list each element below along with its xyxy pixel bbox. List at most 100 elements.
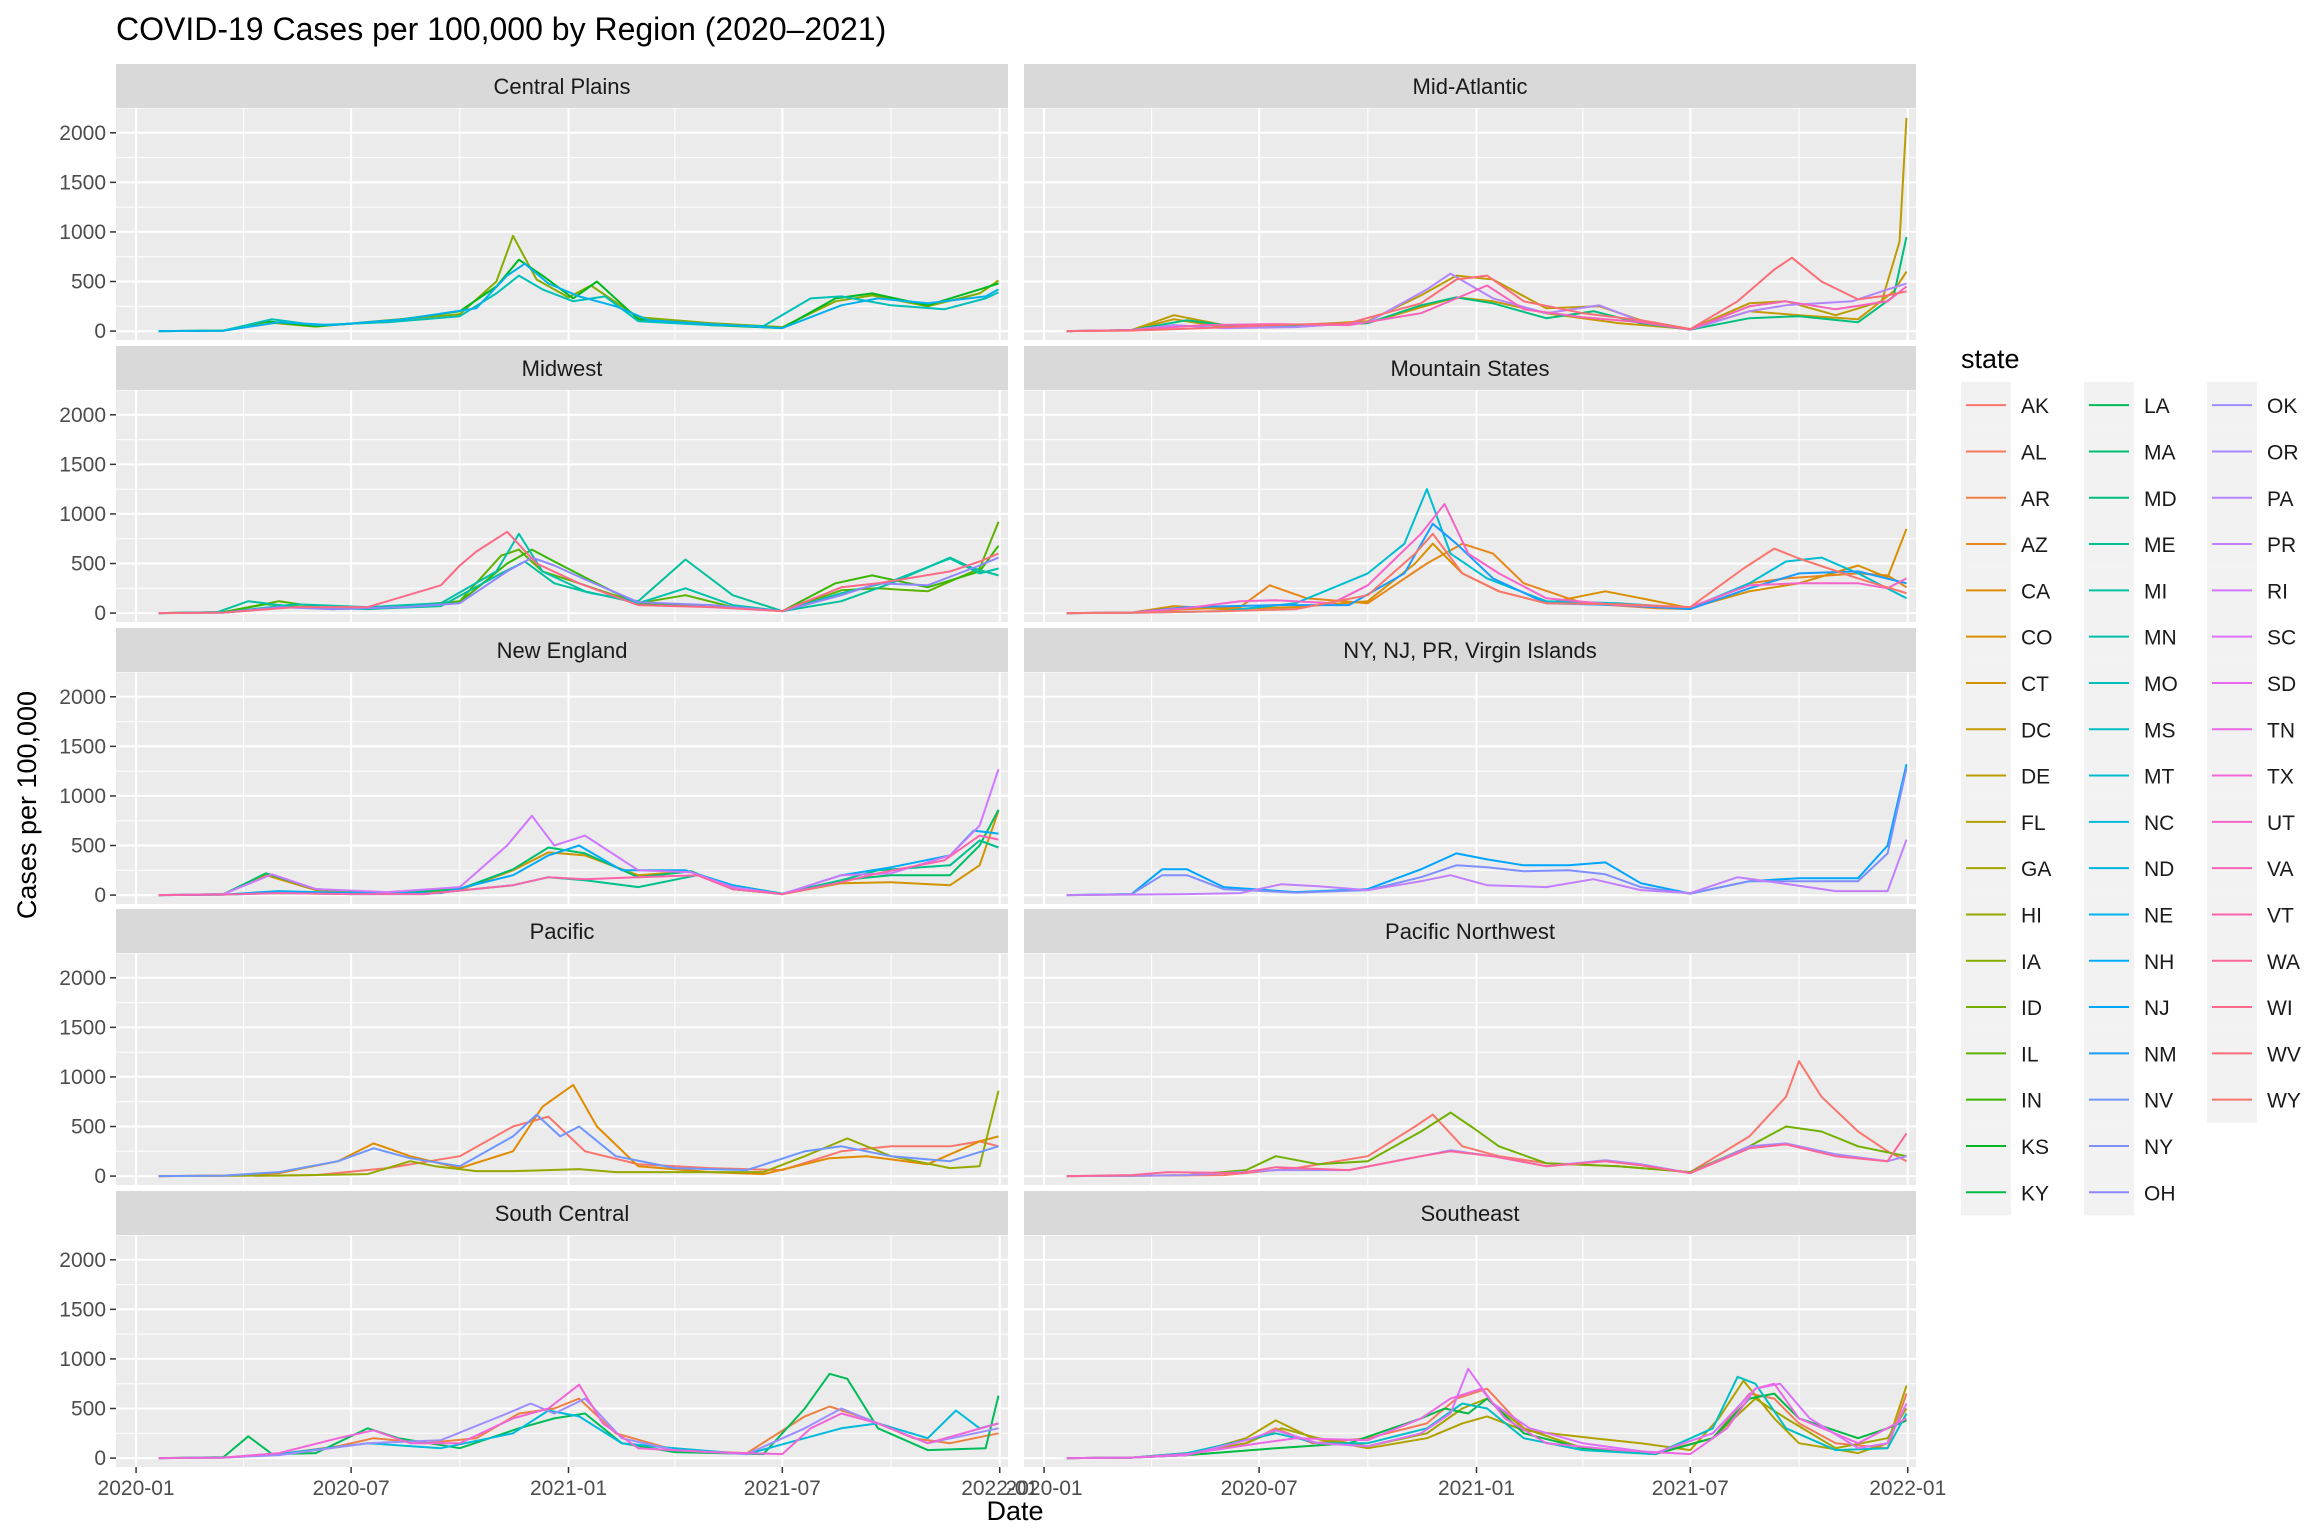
legend-item-oh: OH — [2084, 1169, 2176, 1216]
panel-pacific: Pacific 0 500 1000 1500 2000 — [59, 909, 1008, 1188]
y-tick-label: 1000 — [59, 1348, 106, 1371]
plot-background — [116, 390, 1008, 622]
legend-item-az: AZ — [1961, 520, 2048, 568]
legend-label: NE — [2144, 904, 2173, 927]
series-line-ne — [158, 262, 999, 333]
legend-item-ri: RI — [2207, 567, 2288, 614]
series-lines — [158, 1083, 1000, 1178]
facet-panels: Central Plains 0 500 1000 1500 2000 Mid-Atlant… — [59, 64, 1946, 1500]
y-tick-label: 2000 — [59, 122, 106, 145]
plot-background — [1024, 1235, 1916, 1467]
facet-strip-label: Mountain States — [1391, 356, 1550, 381]
gridlines — [1024, 1235, 1916, 1467]
legend-item-md: MD — [2084, 474, 2177, 521]
facet-strip — [116, 346, 1008, 390]
series-line-wa — [1066, 1132, 1908, 1178]
x-tick-label: 2020-01 — [98, 1477, 175, 1500]
legend-label: AL — [2021, 441, 2047, 464]
series-lines — [1066, 117, 1908, 333]
legend-label: IA — [2021, 951, 2041, 974]
legend-item-ia: IA — [1961, 937, 2041, 984]
legend-label: ME — [2144, 534, 2176, 557]
legend-label: FL — [2021, 812, 2046, 835]
legend-label: PR — [2267, 534, 2296, 557]
legend-label: NJ — [2144, 997, 2170, 1020]
panel-central-plains: Central Plains 0 500 1000 1500 2000 — [59, 64, 1008, 343]
legend-item-or: OR — [2207, 428, 2299, 475]
legend: state AK AL AR AZ CA CO CT DC DE FL GA HI IA ID IL IN KS… — [1961, 344, 2301, 1216]
series-line-wi — [158, 530, 999, 615]
series-lines — [1066, 1060, 1908, 1178]
facet-strip-label: Southeast — [1420, 1201, 1519, 1226]
series-line-nm — [1066, 522, 1907, 615]
series-lines — [158, 1372, 1000, 1460]
x-tick-label: 2021-01 — [530, 1477, 607, 1500]
facet-strip-label: Midwest — [522, 356, 603, 381]
gridlines — [1024, 390, 1916, 622]
panel-midwest: Midwest 0 500 1000 1500 2000 — [59, 346, 1008, 625]
legend-label: SD — [2267, 673, 2296, 696]
y-tick-label: 1000 — [59, 1066, 106, 1089]
legend-label: DC — [2021, 719, 2051, 742]
legend-item-pr: PR — [2207, 520, 2296, 568]
legend-item-sc: SC — [2207, 613, 2296, 660]
legend-label: SC — [2267, 627, 2296, 650]
legend-item-va: VA — [2207, 845, 2293, 892]
x-tick-label: 2021-01 — [1438, 1477, 1515, 1500]
legend-item-me: ME — [2084, 520, 2176, 568]
y-tick-label: 0 — [94, 1165, 106, 1188]
series-lines — [158, 234, 1000, 333]
legend-label: AR — [2021, 488, 2050, 511]
facet-strip — [1024, 909, 1916, 953]
legend-label: NC — [2144, 812, 2174, 835]
facet-strip — [1024, 1191, 1916, 1235]
facet-strip — [1024, 628, 1916, 672]
series-line-tx — [158, 1383, 999, 1460]
legend-label: MD — [2144, 488, 2177, 511]
gridlines — [116, 672, 1008, 904]
facet-strip-label: South Central — [495, 1201, 630, 1226]
series-lines — [1066, 488, 1908, 615]
legend-label: CA — [2021, 580, 2050, 603]
legend-item-ct: CT — [1961, 659, 2049, 707]
legend-label: WV — [2267, 1043, 2301, 1066]
y-tick-label: 1500 — [59, 171, 106, 194]
gridlines — [116, 390, 1008, 622]
legend-label: NH — [2144, 951, 2174, 974]
y-tick-label: 2000 — [59, 1249, 106, 1272]
legend-item-il: IL — [1961, 1030, 2039, 1077]
series-line-ok — [158, 1397, 999, 1460]
legend-label: WY — [2267, 1090, 2301, 1113]
legend-label: OR — [2267, 441, 2299, 464]
legend-label: DE — [2021, 766, 2050, 789]
legend-item-ok: OK — [2207, 382, 2297, 429]
y-tick-label: 0 — [94, 602, 106, 625]
y-tick-label: 500 — [71, 553, 106, 576]
series-lines — [158, 768, 1000, 897]
y-tick-label: 2000 — [59, 686, 106, 709]
legend-label: IL — [2021, 1043, 2039, 1066]
legend-item-ne: NE — [2084, 891, 2173, 938]
series-line-az — [1066, 542, 1908, 615]
legend-item-tx: TX — [2207, 752, 2294, 799]
facet-strip-label: NY, NJ, PR, Virgin Islands — [1343, 638, 1597, 663]
legend-label: NV — [2144, 1090, 2173, 1113]
y-tick-label: 0 — [94, 320, 106, 343]
series-line-wv — [1066, 256, 1907, 333]
legend-item-ga: GA — [1961, 845, 2051, 892]
plot-background — [116, 953, 1008, 1185]
chart-title: COVID-19 Cases per 100,000 by Region (20… — [116, 11, 886, 47]
legend-label: MO — [2144, 673, 2178, 696]
legend-label: TN — [2267, 719, 2295, 742]
legend-item-ar: AR — [1961, 474, 2050, 521]
y-tick-label: 0 — [94, 1447, 106, 1470]
panel-ny-nj-pr-virgin-islands: NY, NJ, PR, Virgin Islands — [1024, 628, 1916, 904]
panel-southeast: Southeast 2020-01 2020-07 2021-01 2021-07 202… — [1006, 1191, 1946, 1500]
y-tick-label: 2000 — [59, 967, 106, 990]
legend-item-ms: MS — [2084, 706, 2176, 753]
y-tick-label: 1000 — [59, 503, 106, 526]
legend-item-wy: WY — [2207, 1076, 2301, 1123]
legend-item-ky: KY — [1961, 1169, 2049, 1216]
legend-label: AZ — [2021, 534, 2048, 557]
